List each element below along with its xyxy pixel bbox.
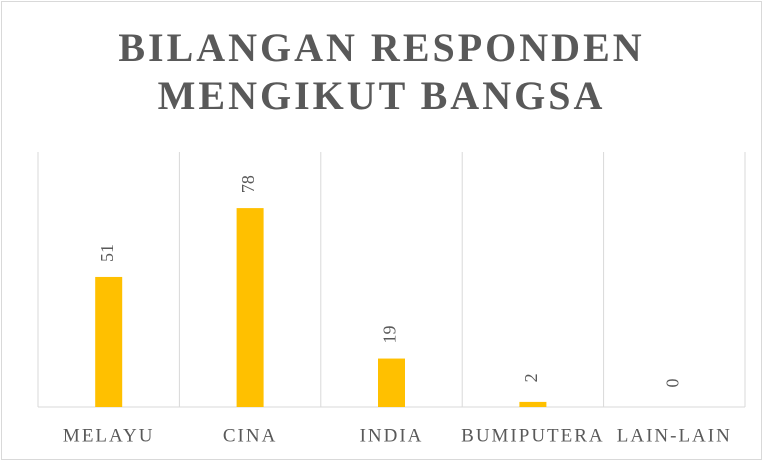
bar bbox=[236, 208, 264, 407]
bar bbox=[378, 358, 405, 407]
data-label: 2 bbox=[521, 373, 541, 382]
data-label: 51 bbox=[97, 244, 117, 262]
x-tick-label: INDIA bbox=[360, 425, 424, 446]
bar bbox=[95, 276, 123, 407]
data-label: 0 bbox=[662, 379, 682, 388]
x-tick-label: CINA bbox=[223, 425, 277, 446]
data-label: 78 bbox=[238, 175, 258, 193]
data-label: 19 bbox=[380, 326, 400, 344]
x-tick-label: MELAYU bbox=[63, 425, 155, 446]
chart-title: BILANGAN RESPONDEN MENGIKUT BANGSA bbox=[118, 25, 645, 118]
bar bbox=[519, 401, 547, 407]
x-tick-label: LAIN-LAIN bbox=[617, 425, 732, 446]
x-tick-label: BUMIPUTERA bbox=[461, 425, 605, 446]
